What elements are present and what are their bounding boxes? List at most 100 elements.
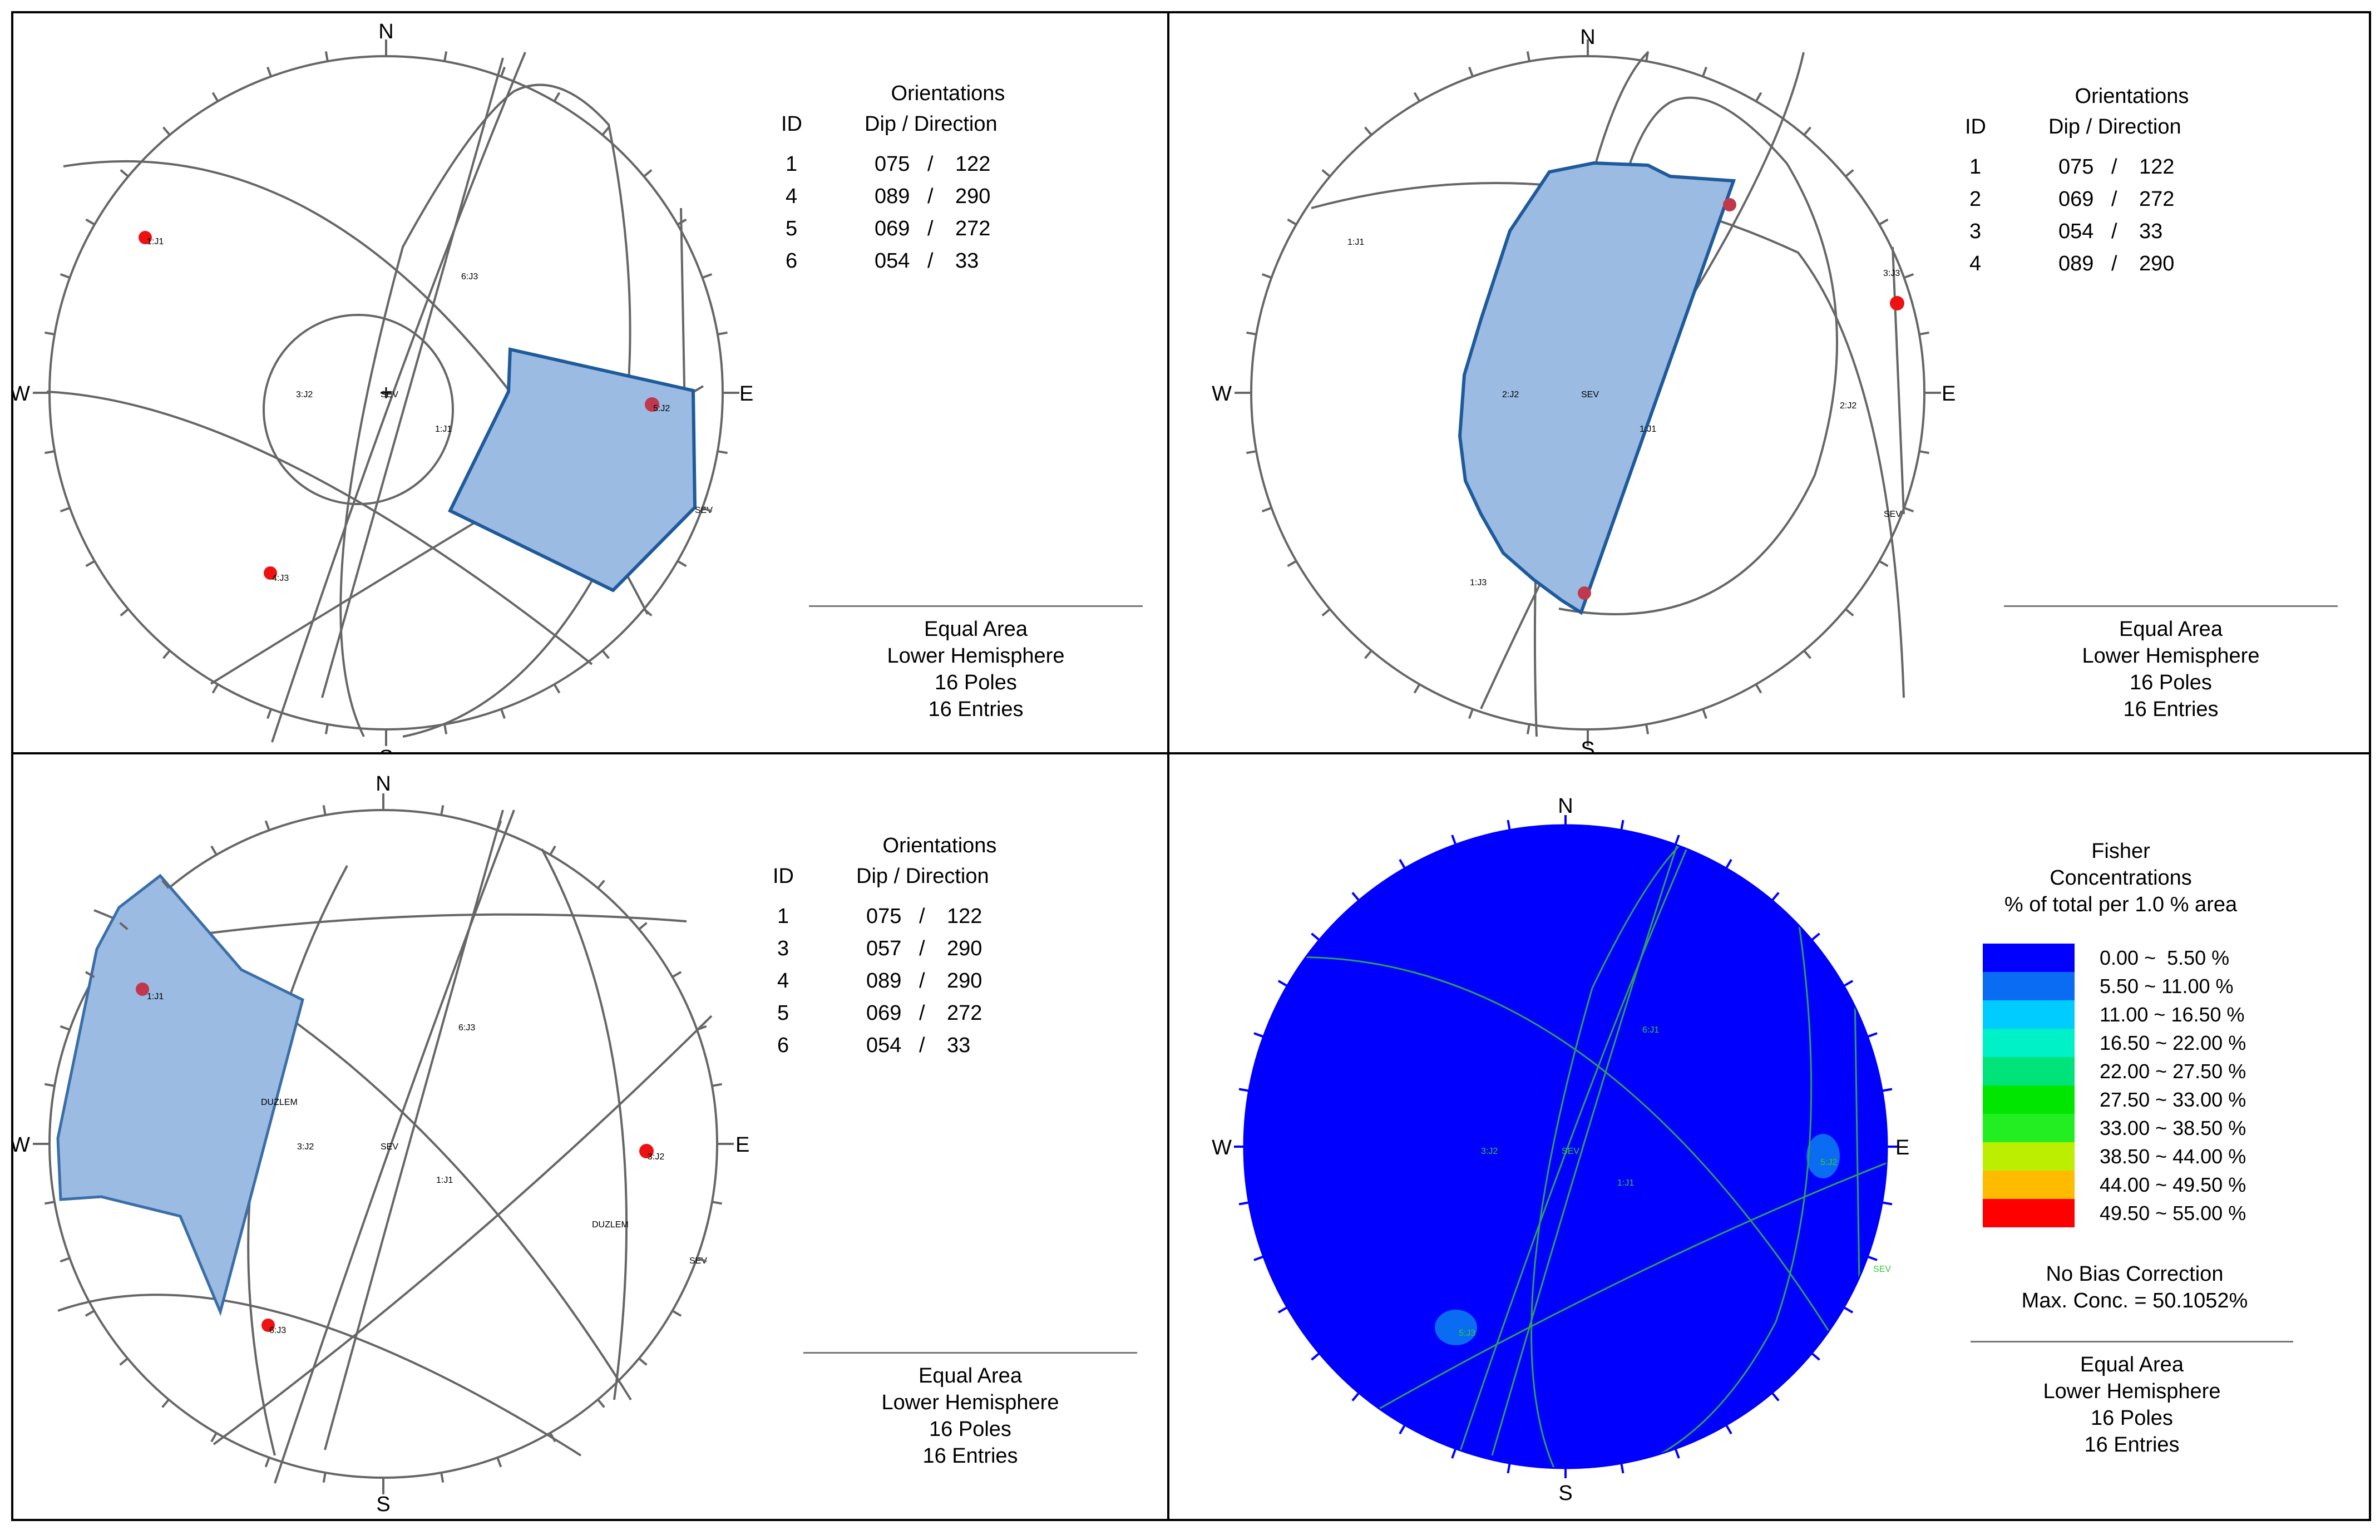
table-row: 1 075/122 bbox=[1969, 155, 2175, 179]
degree-tick bbox=[1620, 820, 1624, 831]
concentration-legend: 0.00 ~ 5.50 % 5.50 ~ 11.00 % 11.00 ~ 16.50… bbox=[1983, 944, 2246, 1227]
degree-tick bbox=[1238, 1088, 1250, 1092]
label-6-j3: 6:J3 bbox=[461, 272, 478, 282]
label-1-j1: 1:J1 bbox=[1347, 238, 1364, 247]
table-row: 5 069/272 bbox=[786, 217, 991, 240]
degree-tick bbox=[549, 1432, 556, 1443]
degree-tick bbox=[1674, 835, 1680, 845]
degree-tick bbox=[1413, 92, 1421, 102]
legend-label: 38.50 ~ 44.00 % bbox=[2100, 1144, 2246, 1168]
label-sev: SEV bbox=[1884, 510, 1902, 519]
degree-tick bbox=[1645, 724, 1650, 734]
east-label: E bbox=[1895, 1136, 1909, 1159]
degree-tick bbox=[85, 971, 95, 978]
degree-tick bbox=[1843, 1306, 1854, 1314]
legend-label: 11.00 ~ 16.50 % bbox=[2100, 1003, 2245, 1026]
label-5-j3: 5:J3 bbox=[1459, 1329, 1475, 1338]
legend-row: 11.00 ~ 16.50 % bbox=[1983, 1000, 2246, 1029]
pole-b bbox=[1890, 296, 1904, 310]
degree-tick bbox=[60, 1257, 70, 1263]
degree-tick bbox=[500, 708, 506, 719]
legend-row: 38.50 ~ 44.00 % bbox=[1983, 1142, 2246, 1171]
degree-tick bbox=[1507, 1463, 1511, 1474]
dip-header: Dip / Direction bbox=[865, 112, 998, 136]
north-label: N bbox=[376, 772, 391, 796]
degree-tick bbox=[210, 845, 218, 856]
legend-row: 33.00 ~ 38.50 % bbox=[1983, 1114, 2246, 1142]
degree-tick bbox=[1755, 92, 1762, 102]
legend-label: 27.50 ~ 33.00 % bbox=[2100, 1088, 2246, 1111]
degree-tick bbox=[1919, 450, 1929, 455]
degree-tick bbox=[1725, 858, 1732, 869]
table-row: 2 069/272 bbox=[1969, 187, 2175, 211]
degree-tick bbox=[322, 805, 327, 816]
degree-tick bbox=[671, 971, 682, 978]
table-row: 4 089/290 bbox=[777, 969, 982, 993]
degree-tick bbox=[1702, 708, 1707, 719]
label-6-j1: 6:J1 bbox=[1642, 1025, 1659, 1035]
degree-tick bbox=[1903, 273, 1914, 279]
legend-label: 22.00 ~ 27.50 % bbox=[2100, 1059, 2246, 1083]
degree-tick bbox=[264, 820, 270, 831]
degree-tick bbox=[1507, 820, 1511, 831]
degree-tick bbox=[120, 608, 129, 616]
degree-tick bbox=[549, 845, 556, 856]
bias-info: No Bias Correction Max. Conc. = 50.1052% bbox=[2021, 1262, 2248, 1312]
degree-tick bbox=[264, 1457, 270, 1468]
west-label: W bbox=[13, 382, 30, 406]
degree-tick bbox=[1882, 1201, 1893, 1206]
degree-tick bbox=[1878, 560, 1889, 567]
legend-row: 22.00 ~ 27.50 % bbox=[1983, 1057, 2246, 1085]
degree-tick bbox=[1287, 218, 1297, 226]
north-label: N bbox=[378, 20, 393, 43]
legend-row: 0.00 ~ 5.50 % bbox=[1983, 944, 2246, 972]
degree-tick bbox=[1468, 66, 1474, 77]
table-row: 1 075/122 bbox=[786, 152, 991, 176]
east-label: E bbox=[735, 1133, 749, 1157]
degree-tick bbox=[601, 650, 610, 659]
degree-tick bbox=[1903, 507, 1914, 512]
south-label: S bbox=[376, 1493, 390, 1516]
degree-tick bbox=[597, 880, 605, 889]
degree-tick bbox=[119, 922, 129, 930]
degree-tick bbox=[324, 51, 329, 62]
legend-swatch bbox=[1983, 1199, 2075, 1227]
degree-tick bbox=[1351, 892, 1360, 901]
degree-tick bbox=[1725, 1424, 1732, 1435]
east-label: E bbox=[739, 382, 753, 406]
degree-tick bbox=[1811, 932, 1820, 941]
degree-tick bbox=[1238, 1201, 1250, 1206]
daylight-window bbox=[56, 873, 304, 1316]
degree-tick bbox=[45, 1083, 55, 1087]
degree-tick bbox=[119, 1358, 129, 1366]
legend-swatch bbox=[1983, 972, 2075, 1000]
contour-panel: 5:J3 5:J2 SEV 1:J1 3:J2 6:J1 SEV N S E W… bbox=[1167, 752, 2371, 1521]
degree-tick bbox=[1399, 858, 1406, 869]
degree-tick bbox=[702, 273, 713, 279]
degree-tick bbox=[1867, 1255, 1878, 1261]
south-label: S bbox=[1558, 1482, 1572, 1505]
degree-tick bbox=[697, 1025, 707, 1031]
degree-tick bbox=[161, 880, 170, 889]
table-row: 3 054/33 bbox=[1969, 220, 2163, 243]
degree-tick bbox=[161, 1399, 170, 1408]
id-header: ID bbox=[781, 112, 802, 136]
fisher-legend-title: Fisher Concentrations % of total per 1.0… bbox=[2004, 840, 2238, 916]
orientations-box-1: Orientations ID Dip / Direction 1 075/122 … bbox=[781, 80, 1115, 277]
degree-tick bbox=[1845, 169, 1854, 177]
stereonet-3: 1:J1 6:J3 DUZLEM 3:J2 SEV 1:J1 3:J2 DUZL… bbox=[13, 772, 749, 1516]
contour-stereonet: 5:J3 5:J2 SEV 1:J1 3:J2 6:J1 SEV N S E W bbox=[1212, 794, 1909, 1505]
degree-tick bbox=[1451, 1448, 1457, 1459]
label-1-j1: 1:J1 bbox=[1617, 1178, 1634, 1188]
daylight-window bbox=[1458, 161, 1736, 615]
label-2-j2b: 2:J2 bbox=[1502, 390, 1519, 399]
degree-tick bbox=[1755, 683, 1762, 694]
degree-tick bbox=[443, 724, 448, 734]
degree-tick bbox=[440, 805, 445, 816]
stereonet-1: 1:J1 4:J3 6:J3 5:J2 SEV 1:J1 3:J2 SEV N … bbox=[13, 20, 753, 763]
degree-tick bbox=[60, 507, 71, 512]
legend-row: 44.00 ~ 49.50 % bbox=[1983, 1171, 2246, 1199]
degree-tick bbox=[162, 650, 171, 659]
degree-tick bbox=[702, 507, 713, 512]
degree-tick bbox=[717, 450, 728, 455]
